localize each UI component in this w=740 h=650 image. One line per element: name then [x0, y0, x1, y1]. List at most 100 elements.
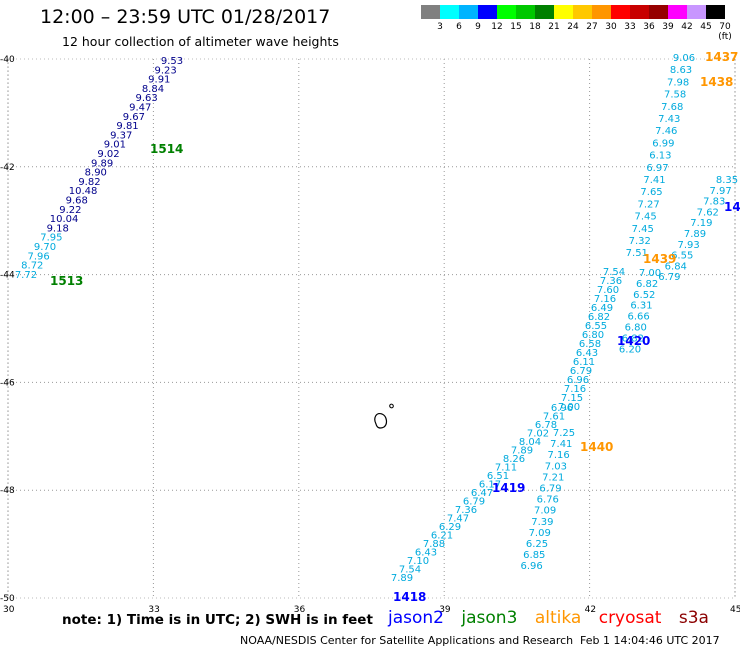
legend-swatch	[459, 5, 478, 19]
wave-height-value: 6.82	[588, 312, 610, 323]
wave-height-value: 7.16	[564, 384, 586, 395]
wave-height-value: 7.51	[626, 248, 648, 259]
legend-swatch	[516, 5, 535, 19]
wave-height-value: 6.80	[625, 323, 647, 334]
wave-height-value: 8.04	[519, 437, 541, 448]
footer-timestamp: Feb 1 14:04:46 UTC 2017	[580, 634, 720, 647]
wave-height-value: 6.51	[487, 471, 509, 482]
lat-tick-label: -48	[0, 486, 15, 496]
pass-label-1513: 1513	[50, 274, 83, 288]
wave-height-value: 7.60	[597, 285, 619, 296]
track-1440: 7.257.417.167.037.216.796.767.097.397.09…	[520, 428, 575, 572]
pass-label-1439: 1439	[643, 252, 676, 266]
wave-height-value: 9.02	[97, 149, 119, 160]
lat-tick-label: -42	[0, 163, 15, 173]
wave-height-value: 7.39	[531, 517, 553, 528]
wave-height-value: 9.63	[135, 93, 157, 104]
wave-height-value: 6.13	[649, 151, 671, 162]
wave-height-value: 7.62	[697, 207, 719, 218]
wave-height-value: 7.89	[511, 446, 533, 457]
lon-tick-label: 30	[3, 605, 15, 615]
pass-label-1440: 1440	[580, 440, 613, 454]
wave-height-value: 9.68	[66, 196, 88, 207]
lon-tick-label: 42	[585, 605, 596, 615]
wave-height-value: 9.37	[110, 130, 132, 141]
legend-swatch	[440, 5, 459, 19]
legend-tick-label: 3	[437, 22, 443, 32]
legend-tick-label: 6	[456, 22, 462, 32]
satellite-s3a: s3a	[678, 608, 709, 628]
wave-height-value: 6.80	[582, 330, 604, 341]
wave-height-value: 7.21	[542, 472, 564, 483]
wave-height-value: 7.54	[603, 267, 625, 278]
wave-height-value: 7.36	[600, 276, 622, 287]
legend-swatch	[497, 5, 516, 19]
wave-height-value: 7.88	[423, 539, 445, 550]
wave-height-value: 7.95	[40, 233, 62, 244]
legend-swatch	[649, 5, 668, 19]
wave-height-value: 9.53	[161, 56, 183, 67]
lon-tick-label: 39	[439, 605, 451, 615]
wave-height-value: 7.02	[527, 429, 549, 440]
wave-height-value: 6.55	[671, 251, 693, 262]
map-grid	[7, 58, 736, 599]
wave-height-value: 7.36	[455, 505, 477, 516]
wave-height-value: 7.10	[407, 556, 429, 567]
legend-tick-label: 42	[681, 22, 693, 32]
wave-height-value: 6.99	[652, 138, 674, 149]
wave-height-value: 9.06	[673, 53, 695, 64]
wave-height-value: 7.32	[629, 236, 651, 247]
wave-height-value: 7.11	[495, 463, 517, 474]
track-1420: 7.547.367.607.166.496.826.556.806.586.43…	[558, 267, 625, 413]
wave-height-value: 7.25	[553, 428, 575, 439]
legend-swatch	[554, 5, 573, 19]
wave-height-value: 6.79	[463, 497, 485, 508]
wave-height-value: 6.96	[520, 561, 542, 572]
islet-shape	[389, 403, 394, 409]
wave-height-value: 7.89	[391, 573, 413, 584]
lat-tick-label: -44	[0, 271, 15, 281]
legend-tick-label: 30	[605, 22, 617, 32]
wave-height-value: 6.29	[439, 522, 461, 533]
legend-swatch	[706, 5, 725, 19]
wave-height-value: 7.68	[661, 102, 683, 113]
pass-label-1419: 1419	[492, 481, 525, 495]
wave-height-value: 8.35	[716, 175, 738, 186]
wave-height-value: 6.96	[551, 403, 573, 414]
satellite-altika: altika	[534, 608, 582, 628]
legend-swatch	[421, 5, 440, 19]
legend-tick-label: 24	[567, 22, 579, 32]
wave-height-value: 6.79	[570, 366, 592, 377]
wave-height-value: 6.79	[658, 272, 680, 283]
legend-tick-label: 15	[510, 22, 522, 32]
wave-height-value: 7.96	[28, 251, 50, 262]
wave-height-value: 7.45	[632, 224, 654, 235]
wave-height-value: 7.41	[550, 439, 572, 450]
map-title: 12:00 – 23:59 UTC 01/28/2017	[40, 6, 331, 28]
wave-height-value: 9.70	[34, 242, 56, 253]
wave-height-value: 6.17	[479, 480, 501, 491]
wave-height-value: 9.18	[47, 223, 69, 234]
legend-tick-label: 18	[529, 22, 541, 32]
pass-label-14: 14	[724, 200, 740, 214]
wave-height-value: 8.90	[85, 168, 107, 179]
altimeter-tracks: 9.539.239.918.849.639.479.679.819.379.01…	[15, 53, 738, 584]
wave-height-value: 7.16	[547, 450, 569, 461]
wave-height-value: 7.98	[667, 77, 689, 88]
wave-height-value: 7.27	[637, 199, 659, 210]
legend-swatch	[573, 5, 592, 19]
wave-height-value: 9.81	[116, 121, 138, 132]
wave-height-value: 6.47	[471, 488, 493, 499]
wave-height-value: 7.89	[684, 229, 706, 240]
lat-tick-label: -40	[0, 55, 15, 65]
map-subtitle: 12 hour collection of altimeter wave hei…	[62, 34, 339, 49]
legend-swatch	[478, 5, 497, 19]
wave-height-value: 7.19	[690, 218, 712, 229]
legend-tick-label: 27	[586, 22, 598, 32]
wave-height-value: 7.03	[545, 461, 567, 472]
wave-height-value: 6.43	[576, 348, 598, 359]
wave-height-value: 9.22	[59, 205, 81, 216]
wave-height-value: 7.43	[658, 114, 680, 125]
legend-swatch	[630, 5, 649, 19]
